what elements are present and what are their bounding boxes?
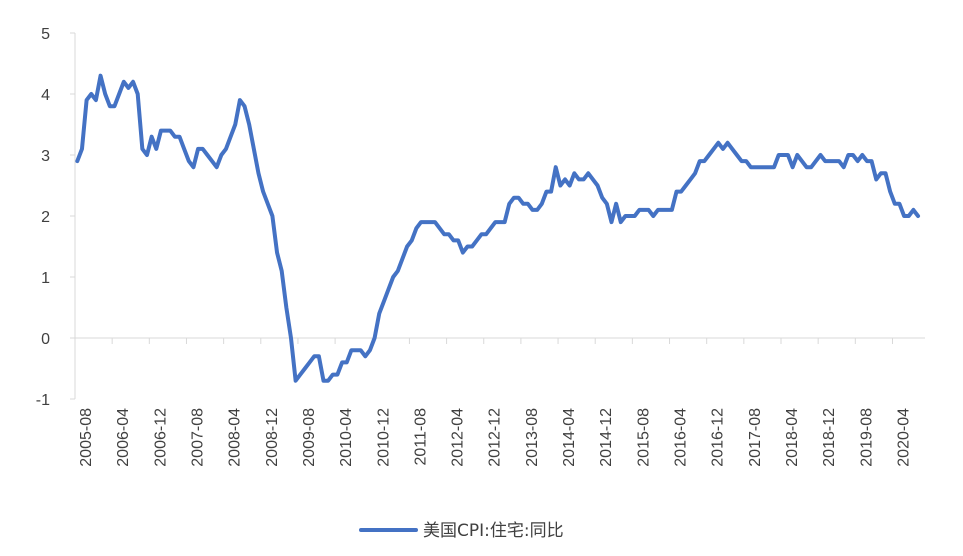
x-tick-label: 2015-08 (635, 408, 652, 467)
y-tick-label: 1 (41, 270, 50, 287)
x-tick-label: 2019-08 (858, 408, 875, 467)
y-tick-label: -1 (36, 392, 50, 409)
x-tick-label: 2017-08 (747, 408, 764, 467)
y-tick-label: 5 (41, 26, 50, 43)
y-tick-label: 4 (41, 87, 50, 104)
y-tick-label: 3 (41, 148, 50, 165)
x-tick-label: 2013-08 (524, 408, 541, 467)
series-layer (75, 73, 921, 383)
legend-label: 美国CPI:住宅:同比 (423, 521, 564, 541)
x-tick-label: 2010-12 (375, 408, 392, 467)
x-tick-label: 2018-12 (821, 408, 838, 467)
x-tick-label: 2006-12 (152, 408, 169, 467)
x-tick-label: 2009-08 (301, 408, 318, 467)
axes: -1 0 1 2 3 4 5 2005-08 2006-04 2006-12 2007-08 2008… (36, 26, 925, 467)
x-tick-label: 2010-04 (338, 408, 355, 467)
x-tick-label: 2016-04 (673, 408, 690, 467)
x-tick-label: 2020-04 (895, 408, 912, 467)
x-tick-label: 2008-04 (227, 408, 244, 467)
x-tick-label: 2018-04 (784, 408, 801, 467)
x-tick-label: 2014-04 (561, 408, 578, 467)
legend: 美国CPI:住宅:同比 (359, 521, 564, 541)
x-tick-label: 2016-12 (710, 408, 727, 467)
y-tick-label: 2 (41, 209, 50, 226)
x-tick-label: 2008-12 (264, 408, 281, 467)
x-tick-label: 2005-08 (78, 408, 95, 467)
x-tick-label: 2007-08 (189, 408, 206, 467)
x-tick-label: 2012-04 (450, 408, 467, 467)
x-tick-label: 2012-12 (487, 408, 504, 467)
series-line (75, 73, 921, 383)
x-tick-label: 2006-04 (115, 408, 132, 467)
x-tick-label: 2014-12 (598, 408, 615, 467)
x-tick-label: 2011-08 (412, 408, 429, 466)
y-tick-label: 0 (41, 331, 50, 348)
